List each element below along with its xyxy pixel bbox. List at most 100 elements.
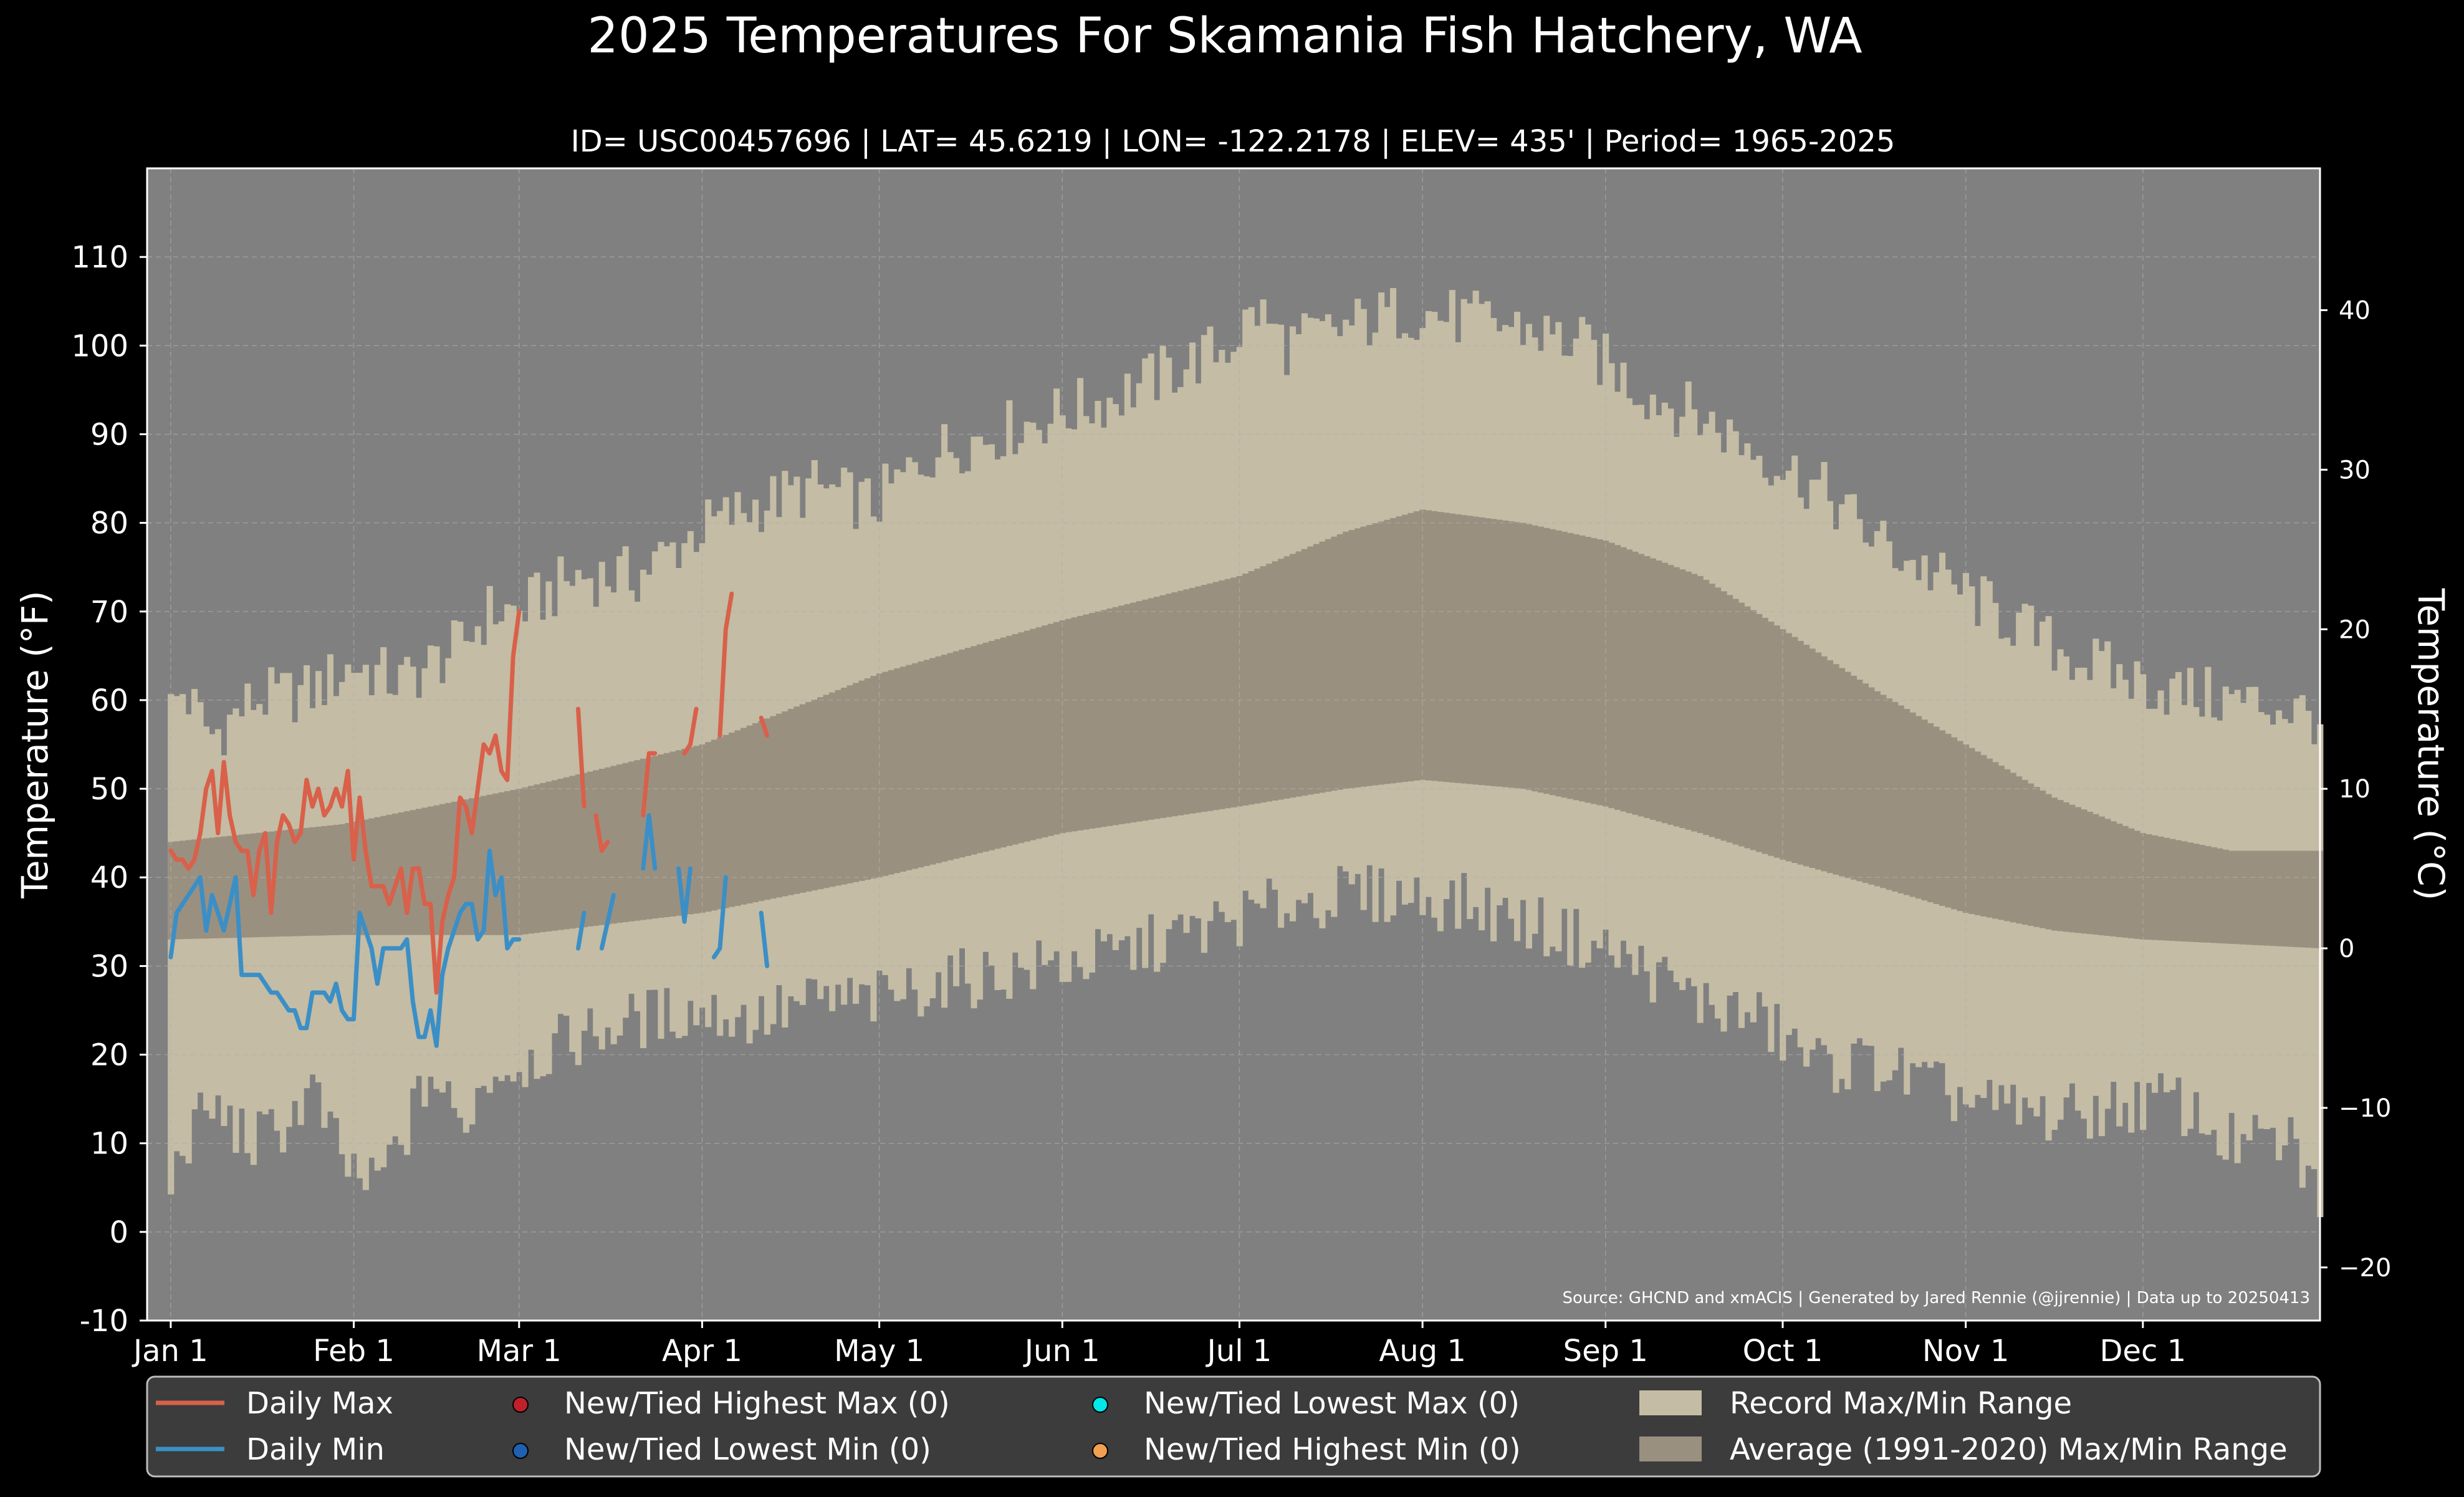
- daily-max-line: [717, 591, 734, 738]
- average-range-bar: [699, 744, 706, 913]
- average-range-bar: [717, 737, 724, 910]
- average-range-bar: [1950, 737, 1957, 910]
- average-range-bar: [1549, 529, 1556, 796]
- average-range-bar: [947, 653, 954, 860]
- average-range-bar: [1348, 530, 1355, 788]
- average-range-bar: [1467, 516, 1474, 784]
- legend-box-swatch: [1639, 1437, 1702, 1461]
- average-range-bar: [1366, 524, 1373, 786]
- average-range-bar: [1791, 637, 1798, 864]
- x-tick-label: Jun 1: [1023, 1334, 1100, 1369]
- y2-tick-label: 10: [2339, 775, 2371, 804]
- y2-tick-label: 20: [2339, 615, 2371, 644]
- average-range-bar: [2074, 807, 2081, 933]
- y-tick-label: 0: [109, 1215, 128, 1250]
- y2-tick-label: 30: [2339, 456, 2371, 484]
- average-range-bar: [1472, 516, 1479, 785]
- average-range-bar: [729, 733, 736, 907]
- average-range-bar: [1496, 519, 1503, 787]
- average-range-bar: [1195, 586, 1202, 813]
- average-range-bar: [345, 823, 352, 935]
- average-range-bar: [1313, 544, 1320, 794]
- average-range-bar: [2028, 783, 2035, 926]
- average-range-bar: [587, 771, 593, 927]
- average-range-bar: [1744, 606, 1751, 849]
- average-range-bar: [1945, 733, 1952, 908]
- average-range-bar: [2104, 819, 2111, 936]
- y2-axis-label: Temperature (°C): [2410, 588, 2452, 901]
- x-tick-label: Nov 1: [1922, 1334, 2009, 1369]
- average-range-bar: [2045, 794, 2052, 930]
- average-range-bar: [545, 781, 552, 931]
- average-range-bar: [1892, 701, 1899, 892]
- average-range-bar: [327, 825, 333, 936]
- average-range-bar: [214, 837, 221, 938]
- average-range-bar: [935, 656, 942, 864]
- average-range-bar: [274, 830, 280, 937]
- average-range-bar: [2258, 850, 2265, 946]
- average-range-bar: [1844, 671, 1851, 878]
- average-range-bar: [1927, 723, 1934, 903]
- x-tick-label: Feb 1: [313, 1334, 395, 1369]
- legend-label: Daily Max: [246, 1386, 393, 1421]
- average-range-bar: [628, 761, 635, 922]
- average-range-bar: [1053, 622, 1060, 835]
- average-range-bar: [965, 648, 972, 856]
- average-range-bar: [463, 799, 469, 935]
- average-range-bar: [1785, 633, 1792, 862]
- daily-min-line: [168, 849, 522, 1048]
- average-range-bar: [1614, 545, 1621, 810]
- average-range-bar: [1856, 680, 1863, 882]
- average-range-bar: [1626, 549, 1632, 814]
- average-range-bar: [1183, 589, 1190, 815]
- average-range-bar: [1449, 513, 1455, 783]
- record-range-bar: [221, 755, 228, 1126]
- average-range-bar: [1803, 645, 1810, 867]
- x-tick-label: Apr 1: [662, 1334, 742, 1369]
- average-range-bar: [911, 663, 918, 869]
- daily-max-line: [593, 813, 610, 854]
- average-range-bar: [1343, 531, 1349, 789]
- y2-tick-label: −20: [2339, 1254, 2391, 1283]
- daily-min-line: [576, 910, 587, 951]
- average-range-bar: [2081, 809, 2088, 934]
- average-range-bar: [474, 797, 481, 935]
- average-range-bar: [610, 766, 617, 924]
- average-range-bar: [2016, 776, 2023, 924]
- average-range-bar: [357, 821, 363, 935]
- average-range-bar: [1868, 687, 1875, 885]
- average-range-bar: [1732, 599, 1739, 845]
- average-range-bar: [1591, 538, 1598, 804]
- average-range-bar: [433, 805, 440, 935]
- average-range-bar: [1992, 762, 1999, 919]
- average-range-bar: [2051, 797, 2058, 931]
- average-range-bar: [1797, 640, 1804, 865]
- average-range-bar: [2181, 841, 2188, 941]
- average-range-bar: [775, 713, 782, 898]
- average-range-bar: [976, 644, 983, 854]
- average-range-bar: [292, 829, 299, 936]
- average-range-bar: [870, 676, 877, 879]
- average-range-bar: [1608, 542, 1615, 809]
- average-range-bar: [1106, 609, 1113, 826]
- average-range-bar: [1301, 549, 1308, 796]
- average-range-bar: [551, 780, 558, 931]
- average-range-bar: [846, 685, 853, 883]
- average-range-bar: [2234, 850, 2241, 945]
- average-range-bar: [1543, 527, 1550, 794]
- average-range-bar: [663, 753, 670, 917]
- average-range-bar: [1425, 510, 1432, 781]
- average-range-bar: [209, 837, 216, 938]
- y-tick-label: 110: [71, 240, 128, 275]
- legend-label: Record Max/Min Range: [1730, 1386, 2072, 1421]
- daily-min-line: [711, 875, 728, 960]
- daily-series: [168, 591, 770, 1048]
- average-range-bar: [1390, 518, 1397, 784]
- average-range-bar: [2281, 850, 2288, 947]
- legend: Daily Max Daily Min New/Tied Highest Max (…: [146, 1375, 2321, 1478]
- average-range-bar: [1644, 556, 1651, 819]
- average-range-bar: [758, 721, 765, 902]
- y-tick-label: 70: [90, 595, 128, 630]
- average-range-bar: [1201, 585, 1207, 812]
